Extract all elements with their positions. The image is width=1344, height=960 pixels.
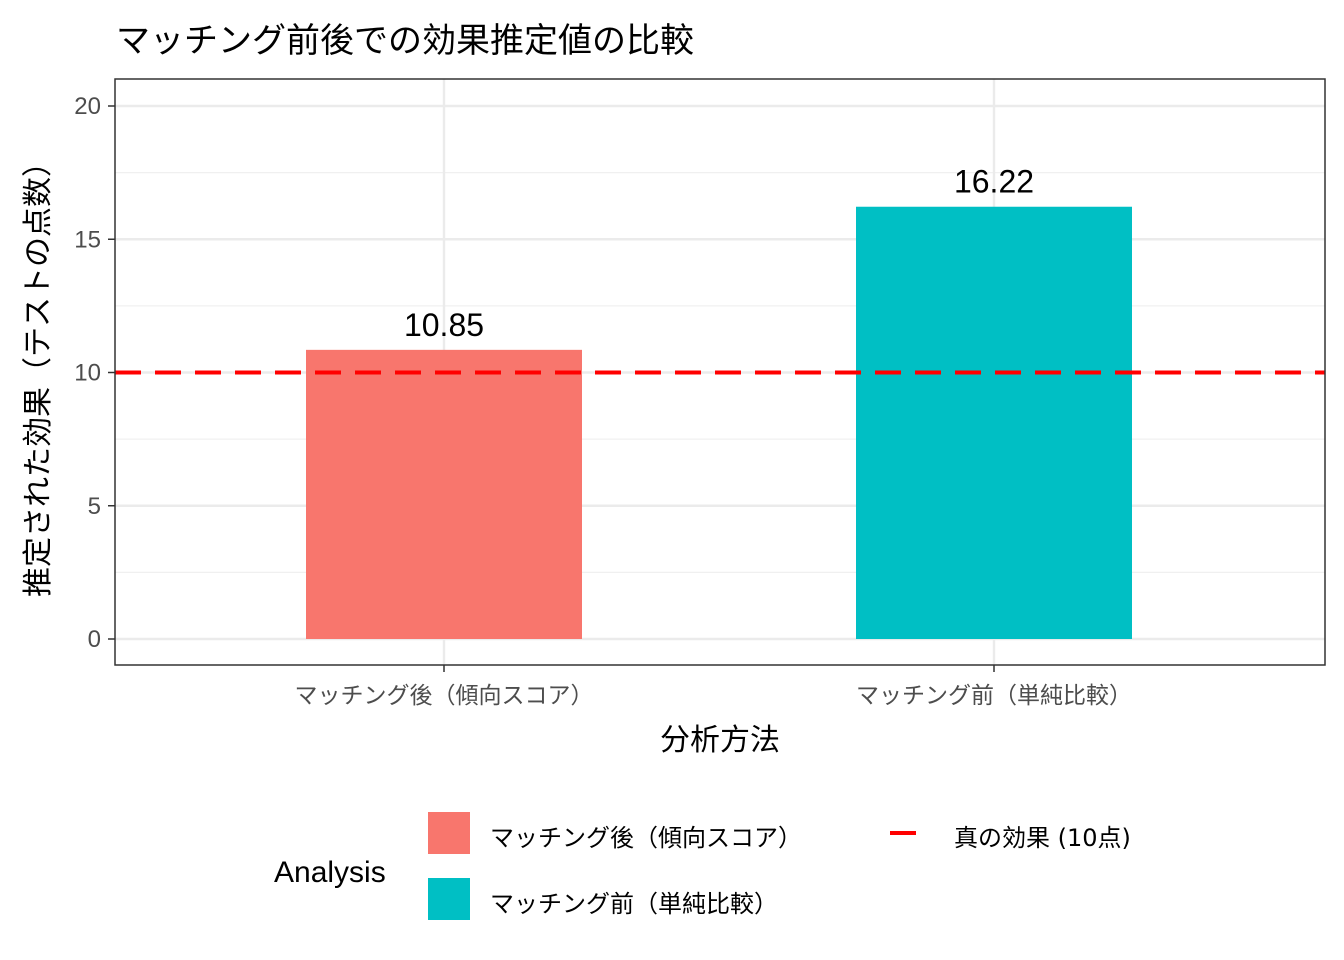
legend-label-reference: 真の効果 (10点) — [954, 824, 1131, 852]
y-tick-label-5: 5 — [88, 493, 101, 520]
legend-label-before: マッチング前（単純比較） — [490, 890, 778, 918]
x-tick-label-1: マッチング前（単純比較） — [856, 683, 1132, 709]
y-tick-label-15: 15 — [74, 226, 101, 253]
legend-swatch-after — [428, 812, 470, 854]
legend-label-after: マッチング後（傾向スコア） — [490, 824, 802, 852]
y-tick-label-10: 10 — [74, 360, 101, 387]
y-axis-ticks: 0 5 10 15 20 — [74, 93, 115, 653]
x-axis-title: 分析方法 — [660, 723, 780, 758]
data-label-1: 16.22 — [954, 164, 1034, 200]
legend: Analysis マッチング後（傾向スコア） マッチング前（単純比較） 真の効果… — [274, 812, 1131, 920]
bars — [306, 206, 1132, 639]
y-axis-title: 推定された効果（テストの点数） — [21, 147, 56, 597]
y-tick-label-20: 20 — [74, 93, 101, 120]
chart-title: マッチング前後での効果推定値の比較 — [116, 21, 694, 61]
legend-swatch-before — [428, 878, 470, 920]
x-tick-label-0: マッチング後（傾向スコア） — [295, 683, 594, 709]
data-labels: 10.85 16.22 — [404, 164, 1034, 343]
y-tick-label-0: 0 — [88, 626, 101, 653]
x-axis-ticks: マッチング後（傾向スコア） マッチング前（単純比較） — [295, 665, 1132, 709]
bar-0 — [306, 349, 582, 639]
bar-1 — [856, 206, 1132, 639]
legend-title: Analysis — [274, 856, 386, 889]
data-label-0: 10.85 — [404, 307, 484, 343]
